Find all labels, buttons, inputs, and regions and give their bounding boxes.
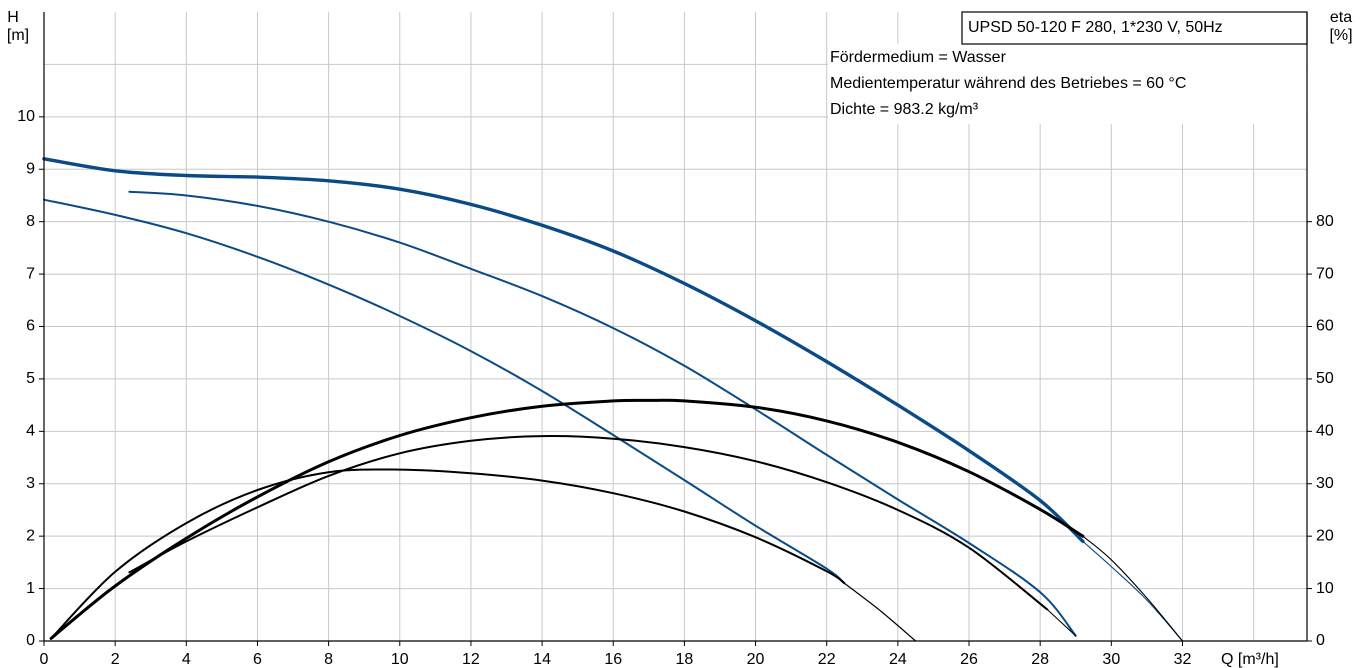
y-right-tick-label: 50 xyxy=(1316,370,1334,387)
curves xyxy=(42,157,1184,642)
x-tick-label: 4 xyxy=(182,651,191,668)
y-right-tick-label: 20 xyxy=(1316,527,1334,544)
efficiency-curve-10 xyxy=(843,582,917,642)
head-curve-1 xyxy=(1082,540,1184,642)
chart-title: UPSD 50-120 F 280, 1*230 V, 50Hz xyxy=(968,19,1223,36)
y-right-tick-label: 30 xyxy=(1316,475,1334,492)
y-right-tick-label: 10 xyxy=(1316,580,1334,597)
y-left-tick-label: 6 xyxy=(26,318,35,335)
head-curve-0 xyxy=(42,157,1085,544)
annotation-line: Dichte = 983.2 kg/m³ xyxy=(830,101,979,118)
y-left-tick-label: 3 xyxy=(26,475,35,492)
x-tick-label: 22 xyxy=(818,651,836,668)
x-tick-label: 32 xyxy=(1174,651,1192,668)
left-axis-unit: [m] xyxy=(7,27,29,44)
x-tick-label: 0 xyxy=(40,651,49,668)
title-box xyxy=(961,11,1308,45)
right-axis-title: eta xyxy=(1330,9,1352,26)
efficiency-curve-8 xyxy=(1046,608,1077,637)
y-left-tick-label: 9 xyxy=(26,160,35,177)
annotation-line: Medientemperatur während des Betriebes =… xyxy=(830,75,1186,92)
y-left-tick-label: 7 xyxy=(26,265,35,282)
annotation-line: Fördermedium = Wasser xyxy=(830,49,1007,66)
y-left-tick-label: 1 xyxy=(26,580,35,597)
y-right-tick-label: 60 xyxy=(1316,318,1334,335)
y-left-tick-label: 2 xyxy=(26,527,35,544)
x-tick-label: 16 xyxy=(604,651,622,668)
head-curve-3 xyxy=(43,198,846,585)
axes: 0 2 4 6 8 10 12 14 16 18 20 22 24 26 28 30 3201234567891… xyxy=(17,12,1334,668)
grid xyxy=(44,12,1307,641)
x-tick-label: 18 xyxy=(675,651,693,668)
x-tick-label: 8 xyxy=(324,651,333,668)
efficiency-curve-7 xyxy=(128,435,1049,611)
efficiency-curve-9 xyxy=(50,468,846,640)
y-right-tick-label: 80 xyxy=(1316,213,1334,230)
y-right-tick-label: 70 xyxy=(1316,265,1334,282)
axis-labels: H [m] eta [%] Q [m³/h] xyxy=(7,9,1353,668)
y-right-tick-label: 0 xyxy=(1316,632,1325,649)
x-tick-label: 2 xyxy=(111,651,120,668)
annotation-background xyxy=(828,44,1306,124)
efficiency-curve-6 xyxy=(1082,535,1184,642)
x-tick-label: 14 xyxy=(533,651,551,668)
y-left-tick-label: 8 xyxy=(26,213,35,230)
efficiency-curve-5 xyxy=(49,398,1085,640)
x-tick-label: 12 xyxy=(462,651,480,668)
x-tick-label: 28 xyxy=(1031,651,1049,668)
annotations: Fördermedium = Wasser Medientemperatur wä… xyxy=(830,49,1186,118)
y-left-tick-label: 5 xyxy=(26,370,35,387)
x-tick-label: 30 xyxy=(1102,651,1120,668)
x-tick-label: 24 xyxy=(889,651,907,668)
x-tick-label: 20 xyxy=(747,651,765,668)
left-axis-title: H xyxy=(7,9,19,26)
x-axis-title: Q [m³/h] xyxy=(1221,651,1279,668)
right-axis-unit: [%] xyxy=(1329,27,1352,44)
head-curve-2 xyxy=(128,190,1077,637)
x-tick-label: 26 xyxy=(960,651,978,668)
y-right-tick-label: 40 xyxy=(1316,423,1334,440)
y-left-tick-label: 0 xyxy=(26,632,35,649)
x-tick-label: 6 xyxy=(253,651,262,668)
y-left-tick-label: 10 xyxy=(17,108,35,125)
x-tick-label: 10 xyxy=(391,651,409,668)
y-left-tick-label: 4 xyxy=(26,423,35,440)
